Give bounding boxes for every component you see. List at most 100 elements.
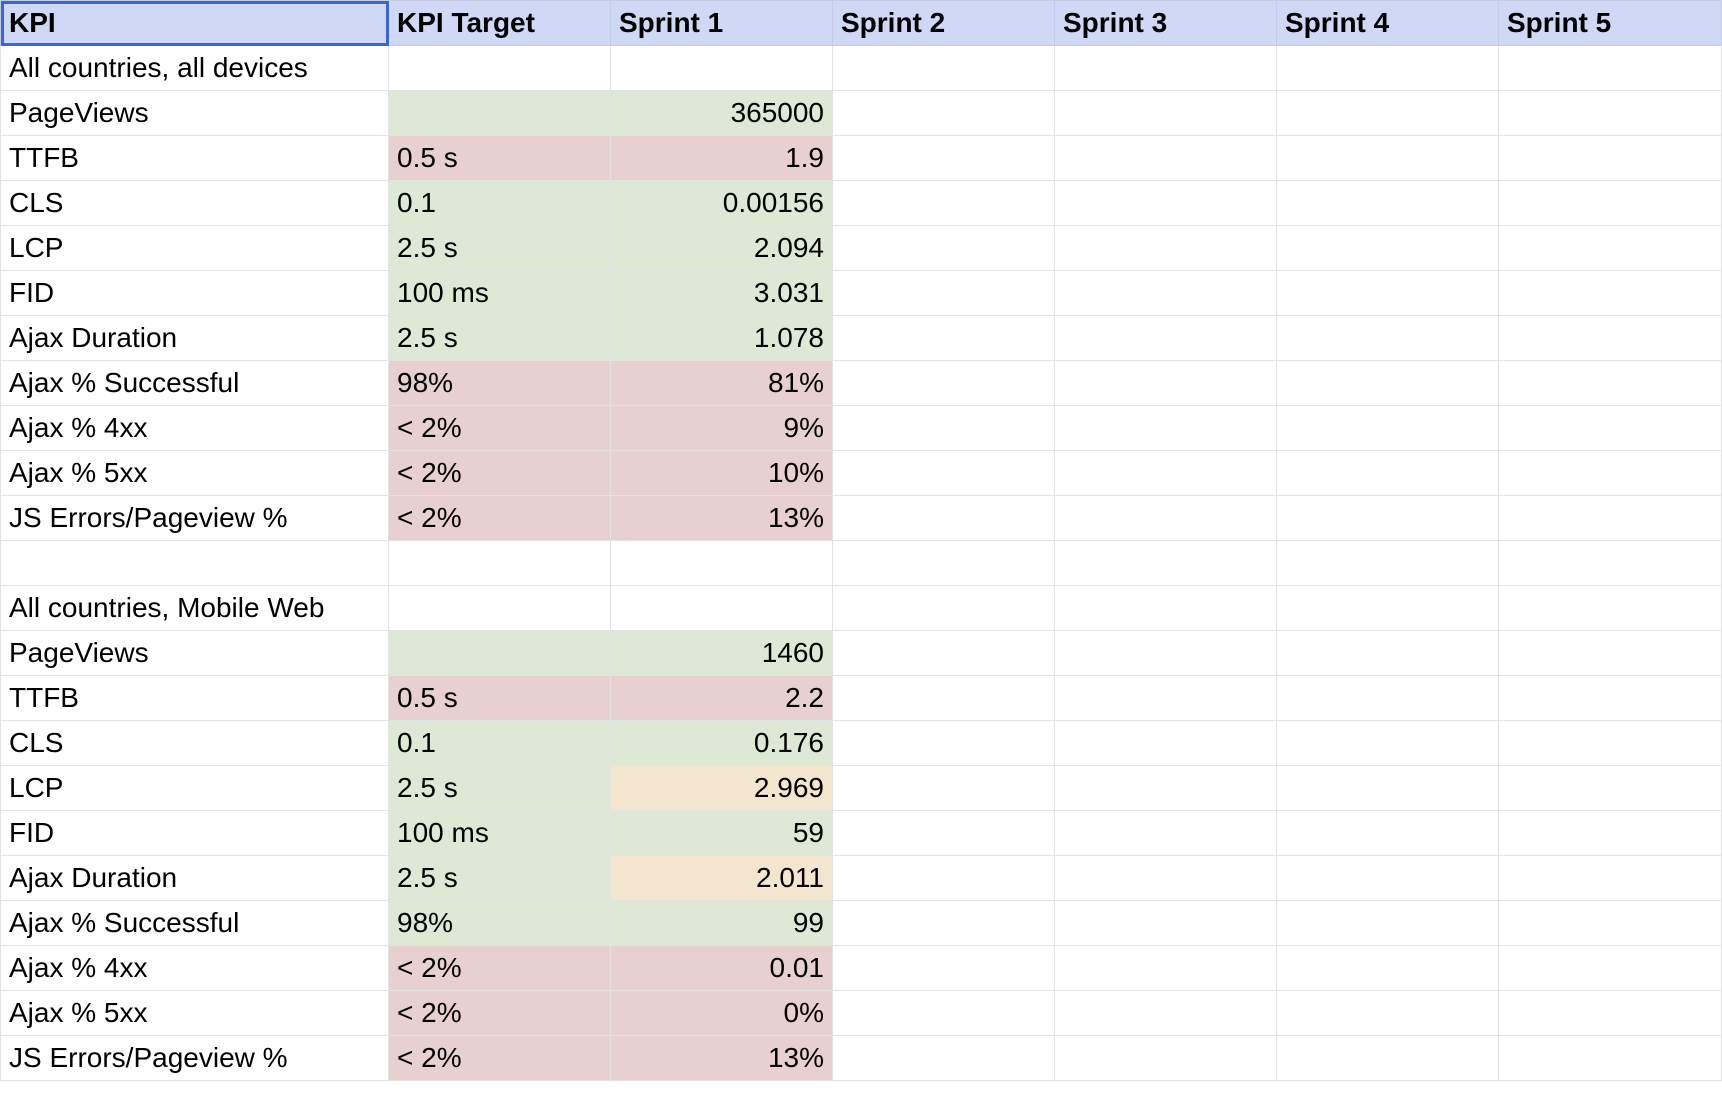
- sprint-1-value-cell[interactable]: [610, 45, 833, 91]
- sprint-2-value-cell[interactable]: [832, 810, 1055, 856]
- sprint-2-value-cell[interactable]: [832, 360, 1055, 406]
- sprint-2-value-cell[interactable]: [832, 450, 1055, 496]
- sprint-1-value-cell[interactable]: 0%: [610, 990, 833, 1036]
- sprint-1-value-cell[interactable]: 3.031: [610, 270, 833, 316]
- kpi-target-cell[interactable]: [388, 540, 611, 586]
- kpi-target-cell[interactable]: < 2%: [388, 450, 611, 496]
- sprint-5-value-cell[interactable]: [1498, 360, 1722, 406]
- sprint-1-value-cell[interactable]: 10%: [610, 450, 833, 496]
- sprint-3-value-cell[interactable]: [1054, 945, 1277, 991]
- kpi-name-cell[interactable]: LCP: [0, 225, 389, 271]
- sprint-4-value-cell[interactable]: [1276, 405, 1499, 451]
- sprint-3-value-cell[interactable]: [1054, 675, 1277, 721]
- sprint-3-value-cell[interactable]: [1054, 450, 1277, 496]
- sprint-1-value-cell[interactable]: 99: [610, 900, 833, 946]
- sprint-3-value-cell[interactable]: [1054, 180, 1277, 226]
- sprint-4-value-cell[interactable]: [1276, 315, 1499, 361]
- sprint-1-value-cell[interactable]: 0.00156: [610, 180, 833, 226]
- sprint-5-value-cell[interactable]: [1498, 405, 1722, 451]
- kpi-name-cell[interactable]: All countries, all devices: [0, 45, 389, 91]
- sprint-4-value-cell[interactable]: [1276, 135, 1499, 181]
- sprint-4-value-cell[interactable]: [1276, 945, 1499, 991]
- sprint-3-value-cell[interactable]: [1054, 225, 1277, 271]
- sprint-3-value-cell[interactable]: [1054, 900, 1277, 946]
- kpi-name-cell[interactable]: FID: [0, 810, 389, 856]
- sprint-2-value-cell[interactable]: [832, 765, 1055, 811]
- sprint-1-value-cell[interactable]: 13%: [610, 1035, 833, 1081]
- sprint-3-value-cell[interactable]: [1054, 270, 1277, 316]
- sprint-4-value-cell[interactable]: [1276, 270, 1499, 316]
- sprint-4-value-cell[interactable]: [1276, 855, 1499, 901]
- sprint-2-value-cell[interactable]: [832, 720, 1055, 766]
- sprint-5-value-cell[interactable]: [1498, 225, 1722, 271]
- kpi-target-cell[interactable]: [388, 630, 611, 676]
- sprint-3-value-cell[interactable]: [1054, 90, 1277, 136]
- sprint-5-value-cell[interactable]: [1498, 675, 1722, 721]
- sprint-3-value-cell[interactable]: [1054, 405, 1277, 451]
- kpi-name-cell[interactable]: CLS: [0, 720, 389, 766]
- kpi-target-cell[interactable]: 0.1: [388, 180, 611, 226]
- sprint-1-value-cell[interactable]: 1.078: [610, 315, 833, 361]
- kpi-name-cell[interactable]: TTFB: [0, 675, 389, 721]
- sprint-1-value-cell[interactable]: 2.969: [610, 765, 833, 811]
- header-cell-sprint-1[interactable]: Sprint 1: [610, 0, 833, 46]
- sprint-2-value-cell[interactable]: [832, 90, 1055, 136]
- sprint-4-value-cell[interactable]: [1276, 180, 1499, 226]
- sprint-4-value-cell[interactable]: [1276, 585, 1499, 631]
- kpi-name-cell[interactable]: LCP: [0, 765, 389, 811]
- sprint-5-value-cell[interactable]: [1498, 585, 1722, 631]
- sprint-1-value-cell[interactable]: 2.094: [610, 225, 833, 271]
- sprint-5-value-cell[interactable]: [1498, 495, 1722, 541]
- sprint-4-value-cell[interactable]: [1276, 90, 1499, 136]
- sprint-2-value-cell[interactable]: [832, 900, 1055, 946]
- kpi-target-cell[interactable]: 100 ms: [388, 810, 611, 856]
- sprint-2-value-cell[interactable]: [832, 1035, 1055, 1081]
- kpi-target-cell[interactable]: < 2%: [388, 495, 611, 541]
- sprint-2-value-cell[interactable]: [832, 855, 1055, 901]
- kpi-target-cell[interactable]: 2.5 s: [388, 225, 611, 271]
- sprint-5-value-cell[interactable]: [1498, 720, 1722, 766]
- kpi-name-cell[interactable]: JS Errors/Pageview %: [0, 1035, 389, 1081]
- sprint-3-value-cell[interactable]: [1054, 810, 1277, 856]
- sprint-1-value-cell[interactable]: 81%: [610, 360, 833, 406]
- sprint-1-value-cell[interactable]: 365000: [610, 90, 833, 136]
- sprint-2-value-cell[interactable]: [832, 675, 1055, 721]
- kpi-target-cell[interactable]: 98%: [388, 900, 611, 946]
- sprint-4-value-cell[interactable]: [1276, 225, 1499, 271]
- sprint-1-value-cell[interactable]: 2.011: [610, 855, 833, 901]
- sprint-1-value-cell[interactable]: 9%: [610, 405, 833, 451]
- sprint-3-value-cell[interactable]: [1054, 495, 1277, 541]
- sprint-4-value-cell[interactable]: [1276, 540, 1499, 586]
- sprint-2-value-cell[interactable]: [832, 180, 1055, 226]
- sprint-4-value-cell[interactable]: [1276, 765, 1499, 811]
- kpi-name-cell[interactable]: Ajax % 4xx: [0, 945, 389, 991]
- sprint-3-value-cell[interactable]: [1054, 630, 1277, 676]
- kpi-target-cell[interactable]: [388, 90, 611, 136]
- kpi-target-cell[interactable]: [388, 585, 611, 631]
- kpi-name-cell[interactable]: FID: [0, 270, 389, 316]
- sprint-4-value-cell[interactable]: [1276, 720, 1499, 766]
- sprint-2-value-cell[interactable]: [832, 270, 1055, 316]
- sprint-5-value-cell[interactable]: [1498, 810, 1722, 856]
- sprint-4-value-cell[interactable]: [1276, 45, 1499, 91]
- sprint-2-value-cell[interactable]: [832, 990, 1055, 1036]
- header-cell-kpi-target[interactable]: KPI Target: [388, 0, 611, 46]
- kpi-name-cell[interactable]: Ajax Duration: [0, 855, 389, 901]
- sprint-4-value-cell[interactable]: [1276, 990, 1499, 1036]
- sprint-4-value-cell[interactable]: [1276, 360, 1499, 406]
- sprint-5-value-cell[interactable]: [1498, 540, 1722, 586]
- kpi-name-cell[interactable]: [0, 540, 389, 586]
- sprint-4-value-cell[interactable]: [1276, 900, 1499, 946]
- kpi-target-cell[interactable]: [388, 45, 611, 91]
- kpi-target-cell[interactable]: < 2%: [388, 990, 611, 1036]
- kpi-name-cell[interactable]: Ajax % 5xx: [0, 990, 389, 1036]
- sprint-4-value-cell[interactable]: [1276, 630, 1499, 676]
- kpi-name-cell[interactable]: JS Errors/Pageview %: [0, 495, 389, 541]
- sprint-5-value-cell[interactable]: [1498, 765, 1722, 811]
- sprint-2-value-cell[interactable]: [832, 945, 1055, 991]
- sprint-2-value-cell[interactable]: [832, 135, 1055, 181]
- kpi-target-cell[interactable]: 100 ms: [388, 270, 611, 316]
- sprint-4-value-cell[interactable]: [1276, 810, 1499, 856]
- sprint-3-value-cell[interactable]: [1054, 360, 1277, 406]
- sprint-1-value-cell[interactable]: 0.01: [610, 945, 833, 991]
